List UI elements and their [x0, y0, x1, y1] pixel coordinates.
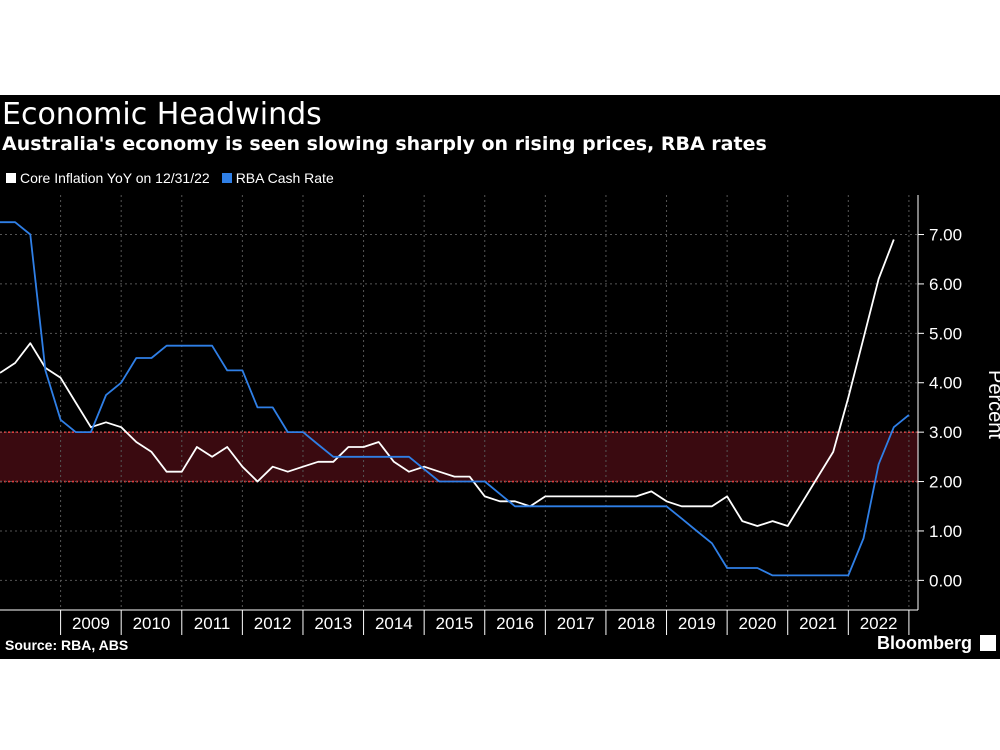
x-tick-label: 2019: [678, 614, 716, 633]
cash-rate-series-line: [0, 221, 910, 577]
source-note: Source: RBA, ABS: [5, 637, 129, 653]
x-tick-label: 2012: [254, 614, 292, 633]
inflation-series-line: [0, 239, 895, 527]
legend-swatch-inflation: [6, 173, 16, 183]
x-tick-label: 2010: [133, 614, 171, 633]
x-tick-label: 2020: [739, 614, 777, 633]
y-tick-label: 2.00: [929, 473, 962, 492]
y-tick-label: 6.00: [929, 275, 962, 294]
y-tick-label: 7.00: [929, 226, 962, 245]
y-axis-label: Percent: [983, 370, 1000, 439]
legend-item-cash-rate: RBA Cash Rate: [221, 170, 334, 186]
x-tick-label: 2013: [314, 614, 352, 633]
x-tick-label: 2011: [194, 614, 231, 633]
x-tick-label: 2018: [617, 614, 655, 633]
chart-title: Economic Headwinds: [2, 97, 322, 132]
x-tick-label: 2015: [436, 614, 474, 633]
y-tick-label: 4.00: [929, 374, 962, 393]
bloomberg-icon: [980, 635, 996, 651]
legend-label-cash-rate: RBA Cash Rate: [235, 170, 334, 186]
chart-subtitle: Australia's economy is seen slowing shar…: [2, 133, 767, 155]
y-tick-label: 3.00: [929, 423, 962, 442]
x-tick-label: 2017: [557, 614, 595, 633]
x-tick-label: 2016: [496, 614, 534, 633]
y-tick-label: 1.00: [929, 522, 962, 541]
legend-swatch-cash-rate: [221, 173, 232, 183]
legend-item-inflation: Core Inflation YoY on 12/31/22: [6, 170, 210, 186]
y-tick-label: 0.00: [929, 571, 962, 590]
target-band: [0, 432, 918, 482]
x-tick-label: 2014: [375, 614, 413, 633]
chart-panel: [0, 95, 1000, 659]
x-tick-label: 2021: [799, 614, 837, 633]
x-tick-label: 2022: [860, 614, 898, 633]
chart-legend: Core Inflation YoY on 12/31/22 RBA Cash …: [6, 170, 346, 186]
brand-logo: Bloomberg: [876, 633, 972, 653]
legend-label-inflation: Core Inflation YoY on 12/31/22: [20, 170, 210, 186]
y-tick-label: 5.00: [929, 324, 962, 343]
x-tick-label: 2009: [72, 614, 110, 633]
